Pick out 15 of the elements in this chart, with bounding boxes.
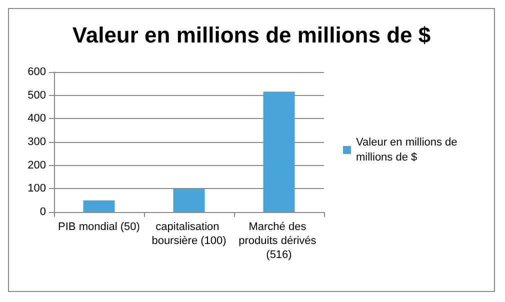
y-tick-label: 200 bbox=[28, 159, 46, 172]
bar bbox=[173, 188, 205, 212]
x-tick-label: Marché des produits dérivés (516) bbox=[238, 221, 320, 261]
x-tick-label: capitalisation boursière (100) bbox=[152, 221, 226, 247]
y-tick-label: 300 bbox=[28, 136, 46, 148]
y-tick-label: 0 bbox=[40, 206, 46, 218]
x-tick-label: PIB mondial (50) bbox=[58, 221, 140, 233]
legend-label: Valeur en millions de millions de $ bbox=[356, 136, 460, 164]
chart-title: Valeur en millions de millions de $ bbox=[72, 22, 431, 48]
bar bbox=[83, 200, 115, 212]
y-tick-label: 600 bbox=[28, 66, 46, 78]
bar bbox=[263, 92, 295, 212]
y-tick-label: 500 bbox=[28, 89, 46, 102]
y-tick-label: 100 bbox=[28, 182, 46, 195]
y-tick-label: 400 bbox=[28, 112, 46, 125]
